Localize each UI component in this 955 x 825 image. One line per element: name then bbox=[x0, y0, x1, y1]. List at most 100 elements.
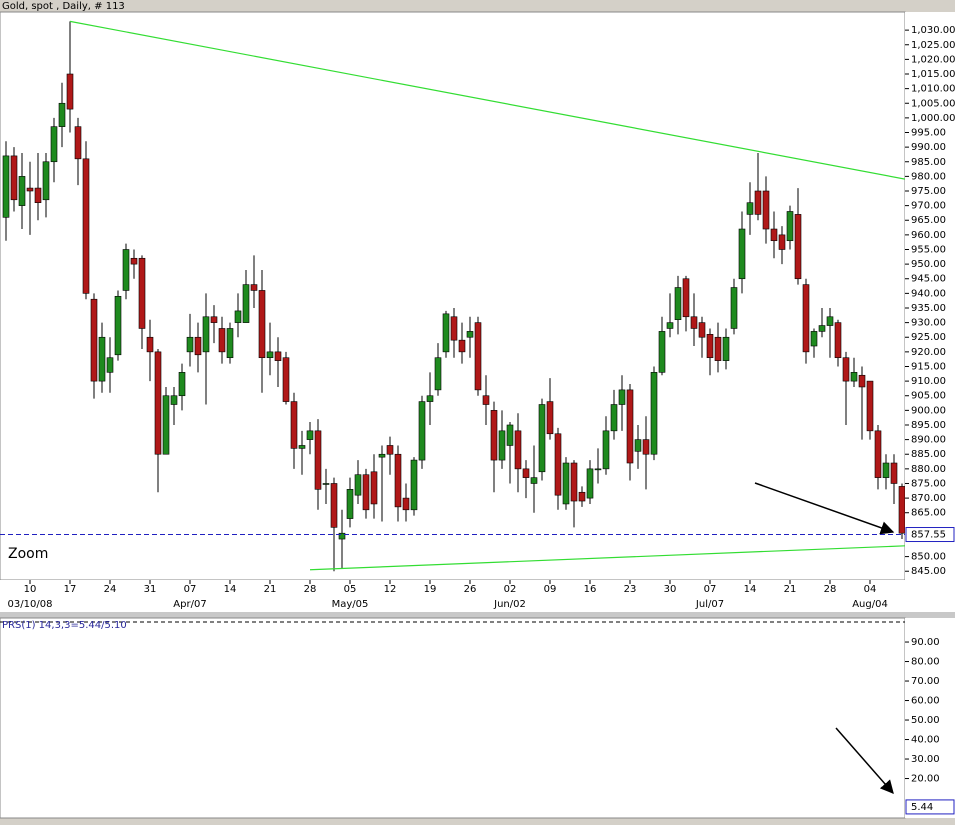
candle-body bbox=[498, 430, 506, 461]
x-tick-label-2: 03/10/08 bbox=[8, 599, 53, 610]
candle-body bbox=[154, 351, 162, 455]
y-tick-label: 845.00 bbox=[911, 566, 946, 577]
last-value-box bbox=[905, 799, 955, 815]
candle-body bbox=[314, 430, 322, 490]
x-tick-label-2: Apr/07 bbox=[173, 599, 206, 610]
candle-body bbox=[306, 430, 314, 440]
x-tick-label: 02 bbox=[504, 584, 517, 595]
y-tick-label: 995.00 bbox=[911, 128, 946, 139]
candle-body bbox=[82, 158, 90, 294]
candle-body bbox=[394, 453, 402, 508]
y-tick-label: 1,020.00 bbox=[911, 54, 955, 65]
candle-body bbox=[658, 331, 666, 373]
candle-body bbox=[290, 401, 298, 449]
candle-body bbox=[250, 284, 258, 291]
y-tick-label: 895.00 bbox=[911, 420, 946, 431]
candle-body bbox=[890, 462, 898, 484]
candle-body bbox=[66, 73, 74, 110]
y-tick-label: 870.00 bbox=[911, 493, 946, 504]
candle-body bbox=[234, 310, 242, 323]
y-tick-label: 970.00 bbox=[911, 201, 946, 212]
y-tick-label: 890.00 bbox=[911, 435, 946, 446]
candle-body bbox=[698, 322, 706, 338]
candle-body bbox=[770, 228, 778, 242]
x-tick-label: 14 bbox=[224, 584, 237, 595]
x-tick-label-2: Jun/02 bbox=[493, 599, 526, 610]
candle-body bbox=[122, 249, 130, 291]
candle-body bbox=[194, 336, 202, 356]
y-tick-label: 885.00 bbox=[911, 449, 946, 460]
x-tick-label: 28 bbox=[824, 584, 837, 595]
candle-body bbox=[258, 290, 266, 359]
last-price-box bbox=[905, 527, 955, 543]
candle-body bbox=[242, 284, 250, 323]
candle-body bbox=[42, 161, 50, 201]
y-tick-label: 40.00 bbox=[911, 735, 940, 746]
y-tick-label: 975.00 bbox=[911, 186, 946, 197]
candle-body bbox=[850, 372, 858, 382]
y-tick-label: 30.00 bbox=[911, 754, 940, 765]
candle-body bbox=[522, 468, 530, 478]
candle-body bbox=[138, 257, 146, 329]
candle-body bbox=[722, 336, 730, 361]
candle-body bbox=[98, 336, 106, 382]
candle-body bbox=[546, 401, 554, 435]
candle-body bbox=[266, 351, 274, 359]
candle-body bbox=[866, 380, 874, 432]
y-tick-label: 930.00 bbox=[911, 318, 946, 329]
chart-title: Gold, spot , Daily, # 113 bbox=[2, 1, 125, 12]
y-tick-label: 50.00 bbox=[911, 715, 940, 726]
candle-body bbox=[74, 126, 82, 160]
candle-body bbox=[594, 468, 602, 471]
y-tick-label: 980.00 bbox=[911, 171, 946, 182]
zoom-label: Zoom bbox=[8, 546, 48, 562]
y-tick-label: 850.00 bbox=[911, 552, 946, 563]
candle-body bbox=[834, 322, 842, 359]
main-plot bbox=[0, 11, 906, 581]
candle-body bbox=[682, 278, 690, 318]
candle-body bbox=[58, 102, 66, 127]
y-tick-label: 915.00 bbox=[911, 361, 946, 372]
candle-body bbox=[602, 430, 610, 470]
x-tick-label-2: May/05 bbox=[332, 599, 369, 610]
candle-body bbox=[474, 322, 482, 391]
x-tick-label: 12 bbox=[384, 584, 397, 595]
candle-body bbox=[442, 313, 450, 353]
candle-body bbox=[106, 357, 114, 373]
candle-body bbox=[554, 433, 562, 496]
candle-body bbox=[386, 445, 394, 455]
y-tick-label: 1,015.00 bbox=[911, 69, 955, 80]
candle-body bbox=[490, 410, 498, 461]
candle-body bbox=[562, 462, 570, 505]
candle-body bbox=[330, 483, 338, 528]
candle-body bbox=[10, 155, 18, 201]
candle-body bbox=[898, 486, 905, 534]
stoch-plot bbox=[0, 617, 906, 819]
candle-body bbox=[2, 155, 10, 218]
axes-layer: 1,030.00 1,025.00 1,020.00 1,015.00 1,010.00… bbox=[8, 25, 955, 815]
candle-body bbox=[418, 401, 426, 461]
date-axis bbox=[0, 580, 955, 612]
candle-body bbox=[570, 462, 578, 502]
candle-body bbox=[18, 176, 26, 206]
x-tick-label: 07 bbox=[184, 584, 197, 595]
candle-body bbox=[426, 395, 434, 402]
x-tick-label: 30 bbox=[664, 584, 677, 595]
y-tick-label: 925.00 bbox=[911, 332, 946, 343]
x-tick-label: 19 bbox=[424, 584, 437, 595]
candle-body bbox=[274, 351, 282, 361]
arrow bbox=[835, 727, 894, 795]
y-tick-label: 965.00 bbox=[911, 215, 946, 226]
candle-body bbox=[170, 395, 178, 405]
candle-body bbox=[586, 468, 594, 499]
candle-body bbox=[746, 202, 754, 215]
candle-body bbox=[530, 477, 538, 484]
candle-body bbox=[842, 357, 850, 382]
candle-body bbox=[226, 328, 234, 359]
x-tick-label-2: Jul/07 bbox=[695, 599, 724, 610]
candle-body bbox=[818, 325, 826, 332]
y-tick-label: 905.00 bbox=[911, 391, 946, 402]
y-tick-label: 985.00 bbox=[911, 157, 946, 168]
candle-body bbox=[162, 395, 170, 455]
